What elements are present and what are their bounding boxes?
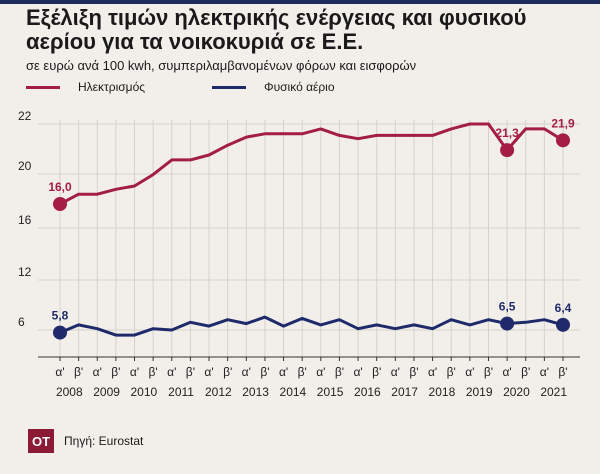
x-year-label: 2015 xyxy=(317,385,344,399)
x-year-label: 2008 xyxy=(56,385,83,399)
x-year-label: 2011 xyxy=(168,385,194,399)
gas-marker xyxy=(500,316,515,331)
gas-data-label: 6,5 xyxy=(499,300,516,314)
source-text: Πηγή: Eurostat xyxy=(64,434,144,448)
x-half-label: α' xyxy=(93,365,102,379)
electricity-data-label: 21,9 xyxy=(551,116,575,130)
x-half-label: α' xyxy=(428,365,437,379)
x-half-label: β' xyxy=(260,365,269,379)
x-year-label: 2012 xyxy=(205,385,232,399)
x-half-label: β' xyxy=(335,365,344,379)
x-half-label: β' xyxy=(372,365,381,379)
electricity-marker xyxy=(556,133,570,148)
x-half-label: α' xyxy=(316,365,325,379)
y-tick-label: 22 xyxy=(18,109,32,123)
x-half-label: β' xyxy=(521,365,530,379)
x-half-label: β' xyxy=(74,365,83,379)
legend-gas-label: Φυσικό αέριο xyxy=(264,80,335,94)
x-half-label: α' xyxy=(204,365,213,379)
electricity-data-label: 21,3 xyxy=(495,126,519,140)
x-half-label: α' xyxy=(502,365,511,379)
x-half-label: α' xyxy=(353,365,362,379)
gas-marker xyxy=(53,325,67,340)
chart-title: Εξέλιξη τιμών ηλεκτρικής ενέργειας και φ… xyxy=(26,5,527,54)
electricity-data-label: 16,0 xyxy=(48,180,72,194)
x-year-label: 2014 xyxy=(280,385,307,399)
ot-logo: ΟΤ xyxy=(28,429,54,453)
gas-data-label: 6,4 xyxy=(555,301,572,315)
x-year-label: 2017 xyxy=(391,385,418,399)
y-tick-label: 12 xyxy=(18,265,32,279)
x-half-label: β' xyxy=(149,365,158,379)
legend-electricity-label: Ηλεκτρισμός xyxy=(78,80,146,94)
y-tick-label: 20 xyxy=(18,159,32,173)
x-half-label: α' xyxy=(540,365,549,379)
x-half-label: β' xyxy=(409,365,418,379)
legend-gas: Φυσικό αέριο xyxy=(212,80,335,94)
electricity-marker xyxy=(53,197,67,211)
x-half-label: α' xyxy=(167,365,176,379)
x-half-label: α' xyxy=(130,365,139,379)
x-half-label: β' xyxy=(447,365,456,379)
legend-gas-swatch xyxy=(212,85,246,89)
x-half-label: α' xyxy=(279,365,288,379)
top-rule xyxy=(0,0,600,4)
x-year-label: 2010 xyxy=(130,385,157,399)
x-half-label: α' xyxy=(391,365,400,379)
x-year-label: 2016 xyxy=(354,385,381,399)
x-year-label: 2019 xyxy=(466,385,493,399)
chart-subtitle: σε ευρώ ανά 100 kwh, συμπεριλαμβανομένων… xyxy=(26,58,417,73)
x-half-label: β' xyxy=(111,365,120,379)
y-tick-label: 16 xyxy=(18,213,32,227)
x-half-label: β' xyxy=(484,365,493,379)
legend-electricity-swatch xyxy=(26,85,60,89)
x-half-label: α' xyxy=(242,365,251,379)
gas-data-label: 5,8 xyxy=(52,309,69,323)
electricity-line xyxy=(59,122,564,206)
x-year-label: 2009 xyxy=(93,385,120,399)
x-year-label: 2021 xyxy=(540,385,567,399)
x-half-label: β' xyxy=(558,365,567,379)
gas-line xyxy=(59,315,564,337)
x-year-label: 2018 xyxy=(429,385,456,399)
x-year-label: 2020 xyxy=(503,385,530,399)
x-half-label: β' xyxy=(223,365,232,379)
x-half-label: β' xyxy=(298,365,307,379)
y-tick-label: 6 xyxy=(18,315,25,329)
electricity-marker xyxy=(500,143,515,158)
x-half-label: α' xyxy=(55,365,64,379)
legend-electricity: Ηλεκτρισμός xyxy=(26,80,145,94)
gas-marker xyxy=(556,317,570,332)
x-year-label: 2013 xyxy=(242,385,269,399)
x-half-label: α' xyxy=(465,365,474,379)
x-half-label: β' xyxy=(186,365,195,379)
